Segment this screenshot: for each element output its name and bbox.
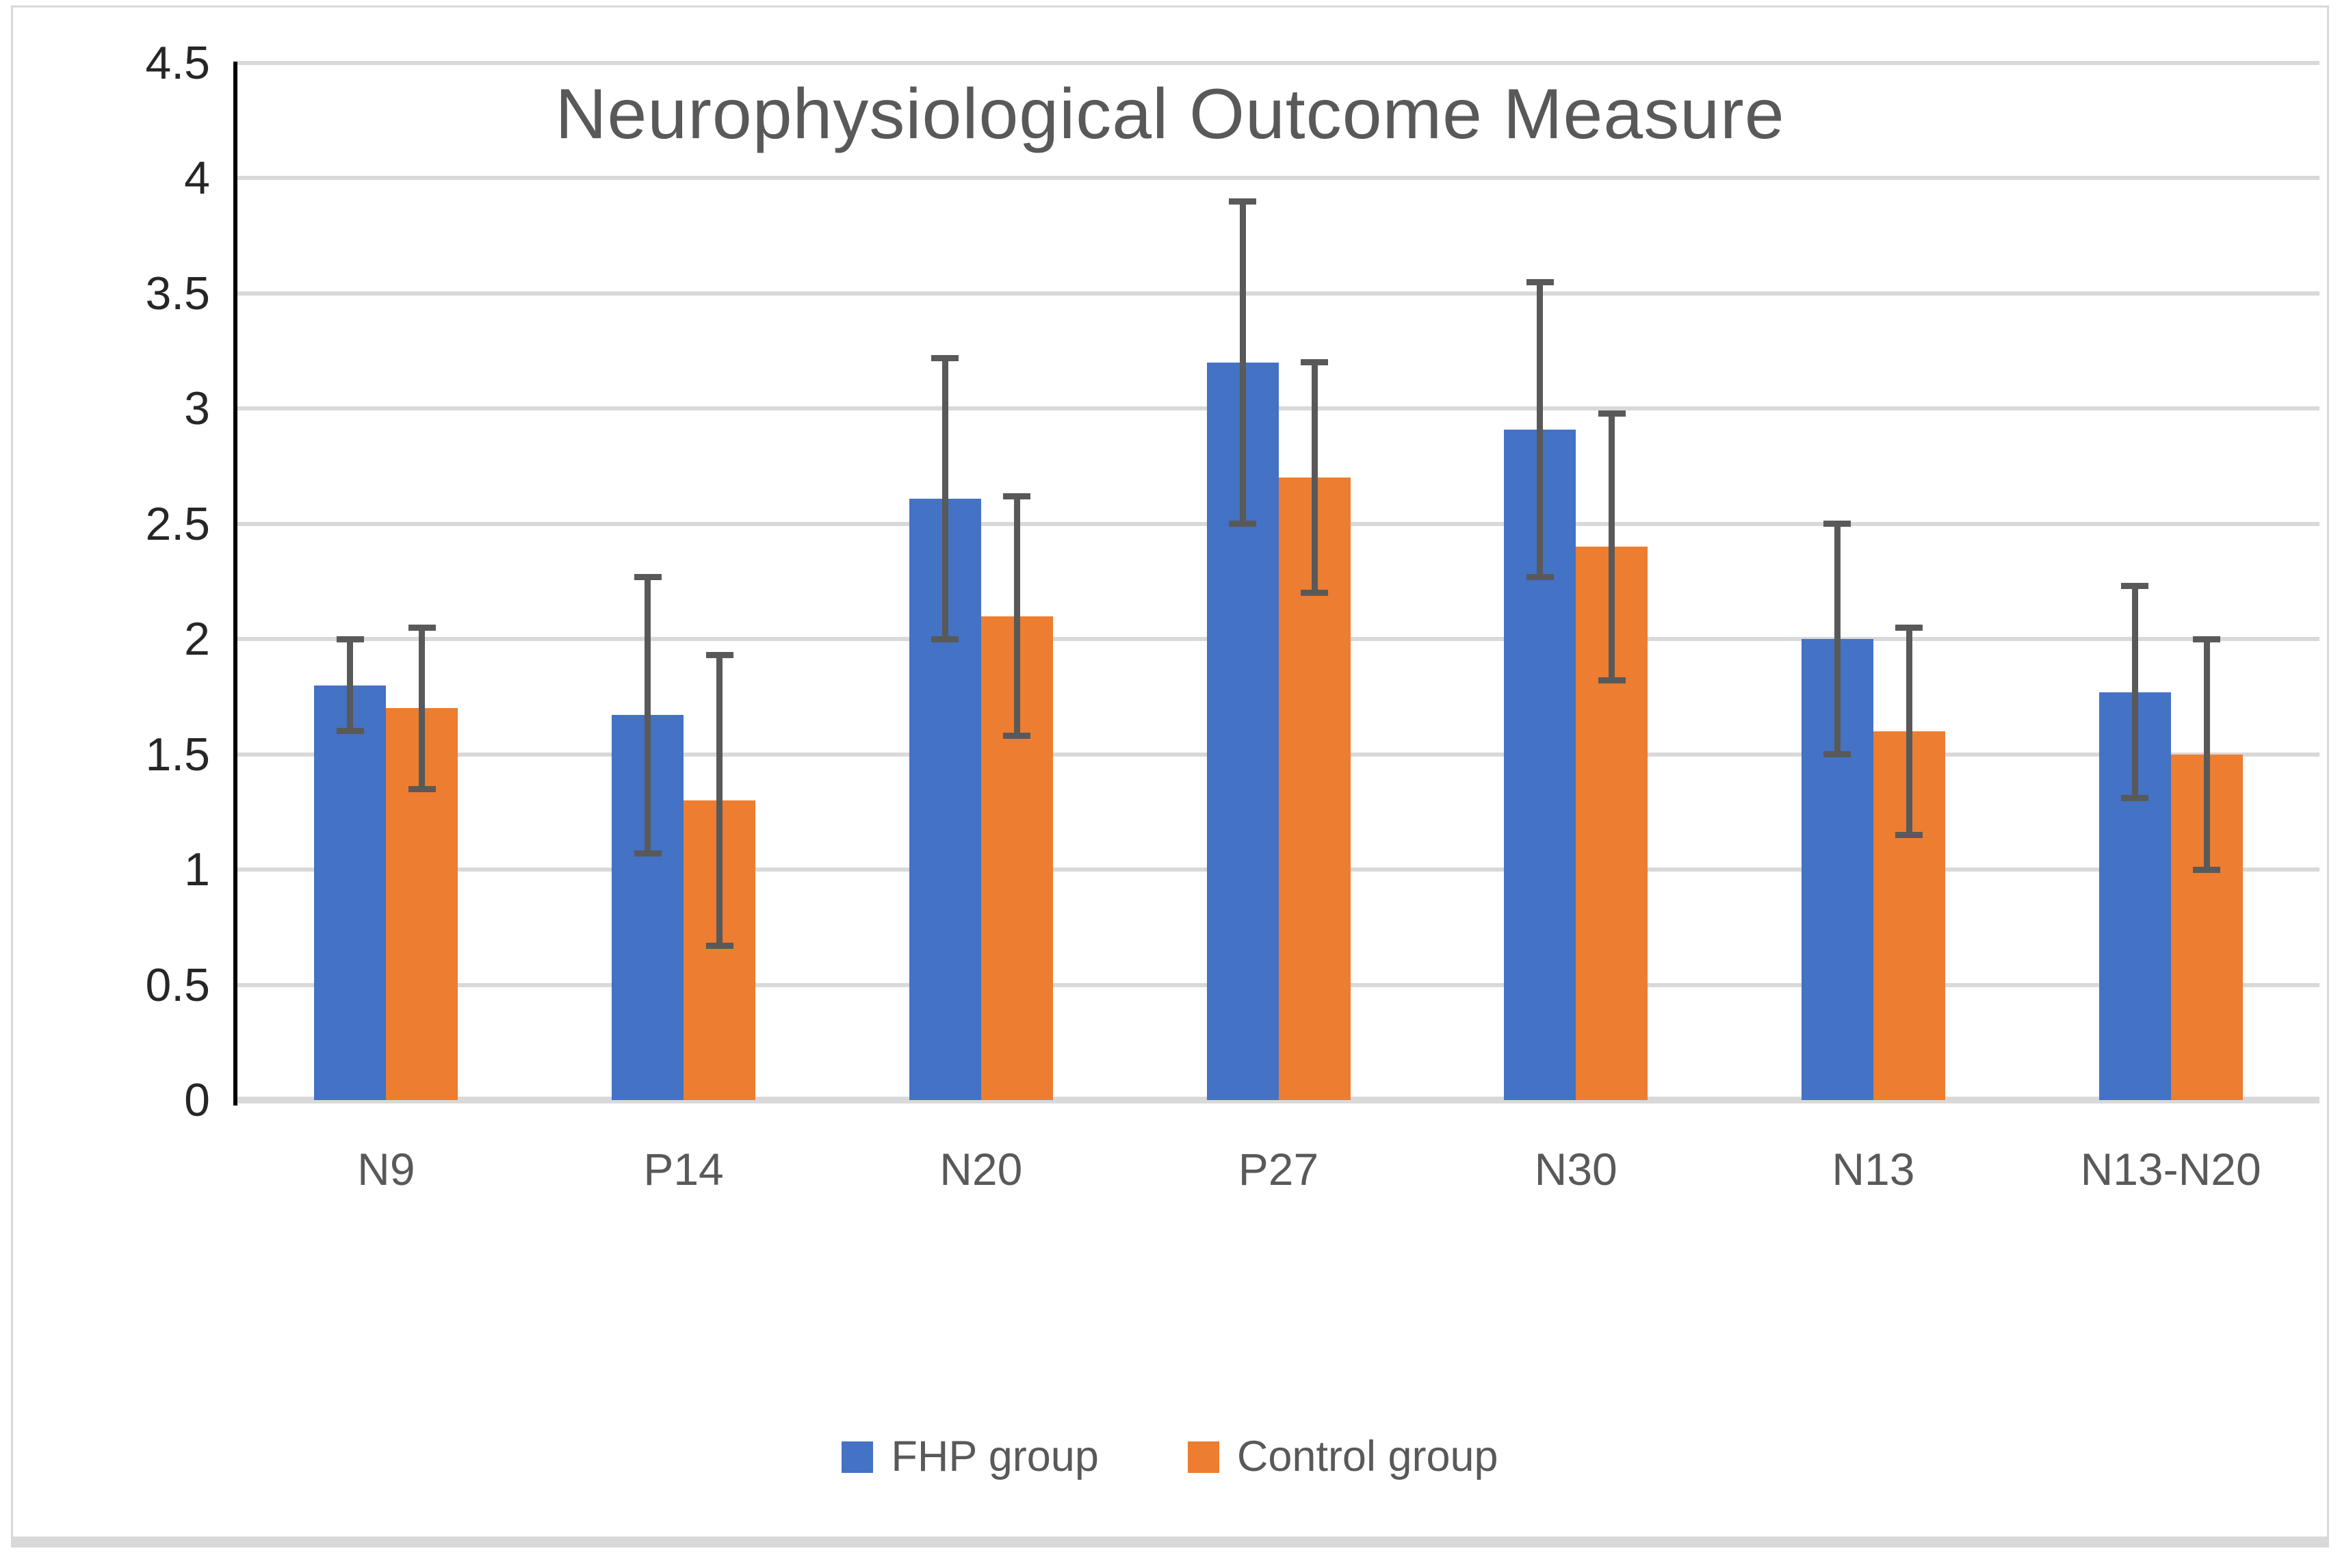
error-bar-cap-bottom (705, 942, 733, 949)
error-bar-cap-top (931, 354, 959, 361)
error-bar-line (347, 639, 354, 731)
error-bar-line (1609, 413, 1615, 681)
gridline-y-3.5 (237, 291, 2319, 296)
error-bar-line (645, 577, 651, 854)
error-bar-cap-bottom (2193, 866, 2221, 873)
error-bar-cap-bottom (408, 785, 436, 792)
gridline-y-3 (237, 406, 2319, 411)
y-axis-tick-label: 4 (184, 152, 210, 205)
error-bar-cap-bottom (1003, 733, 1031, 740)
error-bar-line (716, 655, 723, 946)
error-bar-cap-top (1526, 278, 1554, 285)
error-bar-cap-top (1823, 521, 1851, 527)
x-axis-tick-label-N9: N9 (357, 1144, 415, 1194)
error-bar-cap-top (1301, 359, 1328, 366)
x-axis-tick-label-P14: P14 (643, 1144, 724, 1194)
y-axis-tick-label: 3 (184, 382, 210, 435)
error-bar-cap-bottom (634, 850, 662, 857)
error-bar-cap-bottom (1301, 590, 1328, 597)
error-bar-cap-top (1598, 410, 1626, 417)
x-axis-tick-label-N13-N20: N13-N20 (2080, 1144, 2261, 1194)
y-axis-tick-label: 4.5 (145, 37, 210, 89)
y-axis-tick-label: 3.5 (145, 267, 210, 319)
error-bar-cap-bottom (336, 728, 364, 735)
legend-label-control: Control group (1236, 1433, 1498, 1480)
error-bar-line (1906, 627, 1912, 835)
legend-label-fhp: FHP group (891, 1433, 1099, 1480)
error-bar-line (1834, 523, 1841, 755)
error-bar-cap-bottom (1823, 751, 1851, 758)
y-axis-line (233, 62, 237, 1106)
y-axis-tick-label: 1.5 (145, 728, 210, 781)
error-bar-cap-top (1229, 198, 1256, 205)
error-bar-cap-bottom (1229, 521, 1256, 527)
gridline-y-0 (237, 1097, 2319, 1103)
error-bar-cap-bottom (1895, 832, 1923, 839)
legend-item-control: Control group (1187, 1433, 1498, 1480)
y-axis-tick-label: 1 (184, 844, 210, 896)
x-axis-tick-label-N13: N13 (1832, 1144, 1915, 1194)
error-bar-cap-top (1003, 493, 1031, 499)
x-axis-tick-label-N30: N30 (1534, 1144, 1617, 1194)
bar-fhp-N9 (314, 685, 387, 1100)
error-bar-cap-top (1895, 624, 1923, 631)
error-bar-line (1013, 496, 1020, 736)
error-bar-cap-top (336, 636, 364, 642)
error-bar-line (419, 627, 426, 789)
error-bar-cap-top (2193, 636, 2221, 642)
error-bar-line (1537, 282, 1544, 577)
error-bar-line (1239, 201, 1246, 524)
legend-item-fhp: FHP group (842, 1435, 1099, 1478)
error-bar-cap-top (634, 573, 662, 580)
error-bar-line (941, 358, 948, 640)
chart-title: Neurophysiological Outcome Measure (555, 75, 1785, 154)
y-axis-tick-label: 2.5 (145, 497, 210, 550)
y-axis-tick-label: 2 (184, 613, 210, 666)
x-axis-tick-label-P27: P27 (1238, 1144, 1319, 1194)
error-bar-line (2131, 586, 2138, 798)
y-axis-tick-label: 0.5 (145, 958, 210, 1011)
error-bar-cap-bottom (2121, 795, 2149, 802)
error-bar-cap-bottom (1598, 677, 1626, 684)
error-bar-cap-bottom (1526, 573, 1554, 580)
error-bar-cap-top (408, 624, 436, 631)
gridline-y-4.5 (237, 61, 2319, 65)
legend-swatch-control (1187, 1441, 1219, 1473)
legend: FHP group Control group (0, 1435, 2340, 1478)
error-bar-cap-top (2121, 583, 2149, 590)
gridline-y-4 (237, 176, 2319, 181)
chart-frame-bottom-edge (13, 1537, 2327, 1545)
error-bar-line (2203, 639, 2210, 870)
legend-swatch-fhp (842, 1441, 874, 1473)
y-axis-tick-label: 0 (184, 1074, 210, 1126)
x-axis-tick-label-N20: N20 (939, 1144, 1023, 1194)
error-bar-cap-bottom (931, 636, 959, 642)
error-bar-cap-top (705, 652, 733, 659)
error-bar-line (1311, 362, 1318, 593)
